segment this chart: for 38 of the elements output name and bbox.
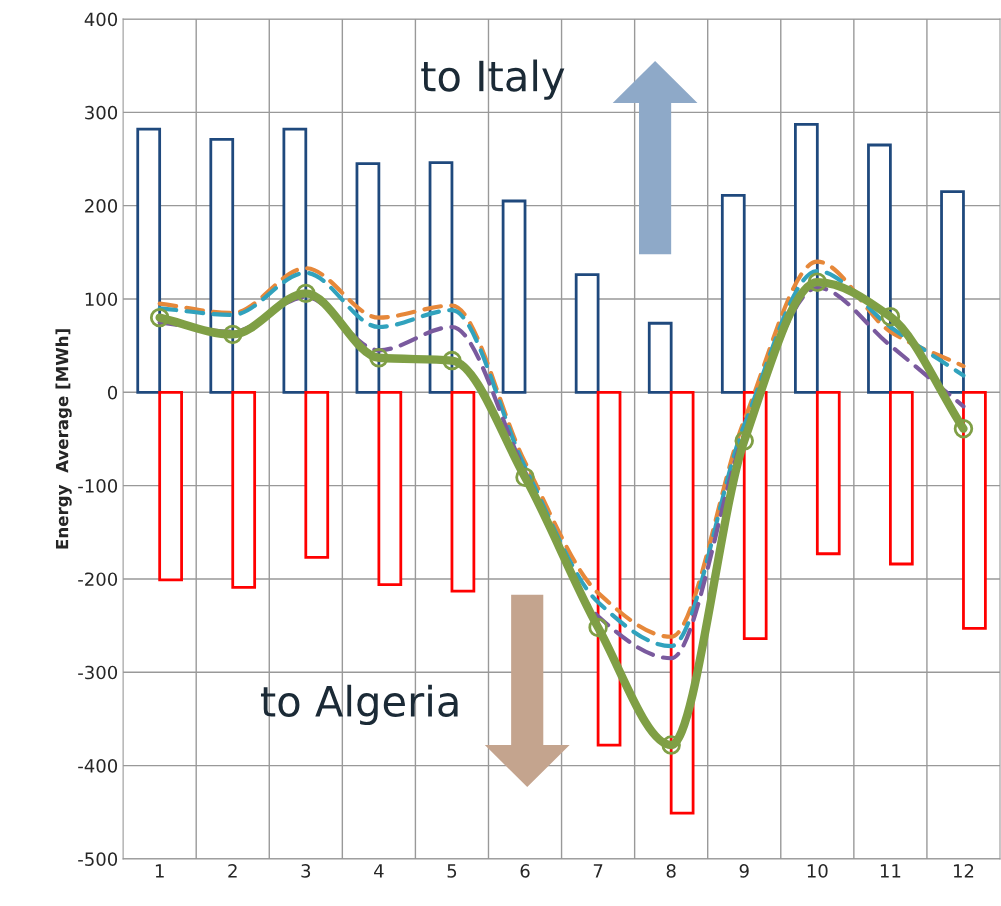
x-tick-label: 11	[880, 864, 901, 878]
bar	[501, 199, 527, 394]
y-tick-label: 0	[107, 385, 118, 400]
x-tick-label: 12	[953, 864, 974, 878]
y-tick-label: -500	[78, 852, 118, 866]
x-tick-label: 9	[739, 864, 749, 878]
point	[880, 306, 901, 327]
point	[734, 431, 754, 451]
x-tick-label: 1	[155, 864, 164, 878]
x-tick-label: 10	[807, 864, 828, 878]
point	[149, 307, 170, 328]
annotation: to Italy	[421, 59, 565, 100]
x-tick-label: 2	[228, 864, 237, 878]
x-tick-label: 4	[374, 864, 384, 878]
annotation: to Algeria	[260, 684, 458, 726]
x-tick-label: 7	[593, 864, 603, 878]
y-tick-label: -300	[78, 665, 118, 680]
y-tick-label: -200	[78, 572, 118, 587]
y-tick-label: 400	[84, 12, 118, 27]
point	[807, 272, 828, 292]
y-tick-label: -100	[78, 479, 118, 493]
y-tick-label: 200	[85, 199, 118, 213]
x-tick-label: 6	[520, 864, 530, 878]
point	[515, 467, 535, 487]
point	[223, 324, 243, 345]
x-tick-label: 3	[301, 864, 311, 878]
y-tick-label: 300	[85, 105, 118, 120]
x-tick-label: 8	[666, 864, 676, 878]
point	[442, 350, 462, 371]
point	[296, 283, 316, 304]
y-axis-title: Energy Average [MWh]	[55, 329, 72, 549]
point	[953, 418, 974, 439]
y-tick-label: -400	[78, 759, 118, 773]
point	[661, 735, 681, 755]
point	[588, 617, 608, 638]
y-tick-label: 100	[85, 292, 118, 307]
point	[369, 348, 389, 368]
x-tick-label: 5	[447, 864, 457, 878]
